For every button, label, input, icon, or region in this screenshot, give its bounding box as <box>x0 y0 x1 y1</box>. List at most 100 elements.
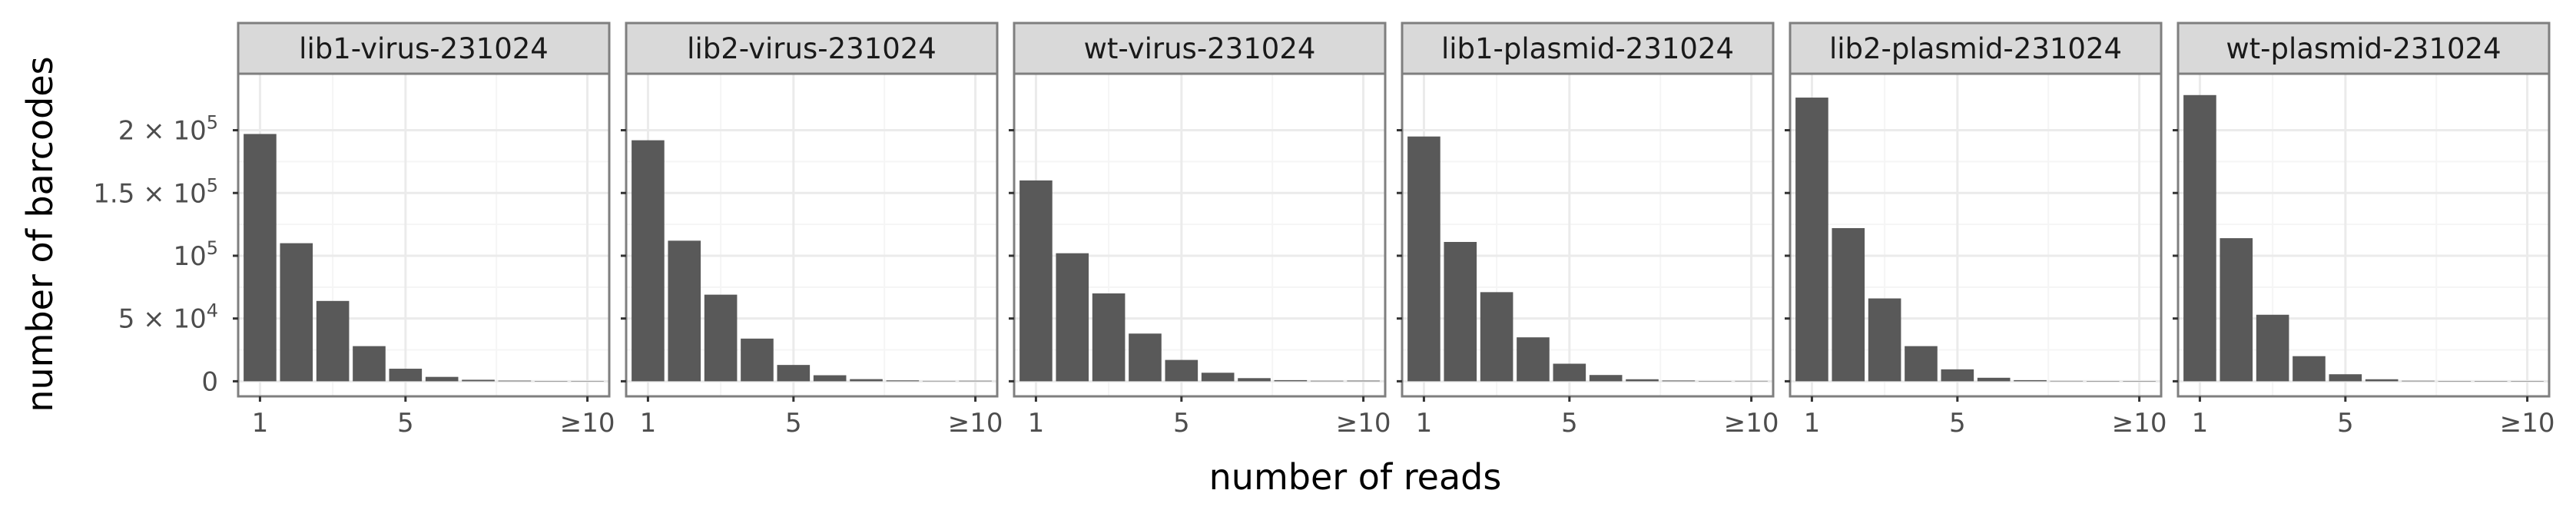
bar <box>2438 381 2472 382</box>
bar <box>1274 379 1308 382</box>
bar <box>1165 359 1198 382</box>
y-tick-label: 105 <box>173 237 218 272</box>
y-tick-label-base: 5 × 10 <box>118 304 207 335</box>
facet-strip <box>1013 22 1387 75</box>
bar <box>1977 377 2011 382</box>
facet-panel: wt-plasmid-231024 1 5 ≥10 <box>2173 22 2555 439</box>
facet-strip <box>1789 22 2163 75</box>
bar <box>813 375 847 382</box>
bar <box>2256 314 2289 382</box>
bar <box>777 365 811 382</box>
facet-strip-label: wt-virus-231024 <box>1084 32 1316 65</box>
bar <box>1444 241 1477 382</box>
bar <box>2293 356 2326 382</box>
bar <box>2511 381 2544 382</box>
bar <box>1795 98 1828 382</box>
facet-panel: wt-virus-231024 1 5 ≥10 <box>1009 22 1391 439</box>
x-tick-label: 5 <box>2337 408 2354 439</box>
bar <box>1941 369 1974 382</box>
bar <box>1868 298 1901 382</box>
bar <box>704 294 738 382</box>
bar <box>1662 380 1696 382</box>
bar <box>1129 333 1162 382</box>
bar <box>1832 228 1865 382</box>
bar <box>1407 136 1441 382</box>
x-axis-title: number of reads <box>1209 456 1502 498</box>
facet-strip <box>1401 22 1775 75</box>
bar <box>1553 363 1586 382</box>
bar <box>1092 293 1126 382</box>
y-tick-label-base: 1.5 × 10 <box>93 178 206 209</box>
bar <box>2402 380 2435 382</box>
x-tick-label: 1 <box>252 408 269 439</box>
bar <box>2014 379 2047 382</box>
bar <box>1347 380 1380 382</box>
bar <box>498 380 532 382</box>
bar <box>462 379 495 382</box>
x-tick-label: 5 <box>1173 408 1190 439</box>
facet-strip-label: lib2-virus-231024 <box>687 32 937 65</box>
bar <box>2123 381 2156 382</box>
facet-strip <box>237 22 611 75</box>
facet-panel: lib2-plasmid-231024 1 5 ≥10 <box>1785 22 2167 439</box>
bar <box>1589 375 1623 382</box>
y-tick-label-exponent: 5 <box>207 112 218 134</box>
y-tick-label-base: 2 × 10 <box>118 116 207 147</box>
y-tick-label: 1.5 × 105 <box>93 174 218 209</box>
x-tick-label: ≥10 <box>1724 408 1779 439</box>
bar <box>1698 380 1732 382</box>
bar <box>1480 292 1513 382</box>
bar <box>280 243 313 382</box>
facet-panel: lib2-virus-231024 1 5 ≥10 <box>621 22 1003 439</box>
x-tick-label: 5 <box>785 408 802 439</box>
facet-strip-label: wt-plasmid-231024 <box>2226 32 2501 65</box>
x-tick-label: 1 <box>1804 408 1821 439</box>
bar <box>1019 180 1053 382</box>
bar <box>571 380 604 382</box>
x-tick-label: 1 <box>1416 408 1433 439</box>
x-tick-label: 1 <box>1028 408 1045 439</box>
x-tick-label: 5 <box>397 408 414 439</box>
y-tick-label-base: 0 <box>201 366 218 397</box>
x-tick-label: ≥10 <box>2500 408 2555 439</box>
y-tick-label-base: 10 <box>173 241 206 272</box>
bar <box>2220 238 2253 382</box>
bar <box>2329 374 2362 382</box>
bar <box>389 369 423 382</box>
bar <box>2050 380 2084 382</box>
facet-strip <box>625 22 999 75</box>
bar <box>632 140 665 382</box>
facet-strip-label: lib1-virus-231024 <box>299 32 549 65</box>
x-tick-label: ≥10 <box>1336 408 1391 439</box>
bar <box>1310 380 1344 382</box>
bar <box>2474 381 2508 382</box>
bar <box>850 379 883 382</box>
x-tick-label: 1 <box>2192 408 2209 439</box>
y-tick-label-exponent: 5 <box>207 237 218 259</box>
bar <box>1238 378 1271 382</box>
facet-strip-label: lib2-plasmid-231024 <box>1829 32 2122 65</box>
bar <box>1905 346 1938 382</box>
x-tick-label: ≥10 <box>560 408 615 439</box>
x-tick-label: 5 <box>1561 408 1578 439</box>
bar <box>534 381 568 382</box>
bar <box>1735 380 1768 382</box>
x-tick-label: 5 <box>1949 408 1966 439</box>
bar <box>244 134 277 382</box>
facet-strip <box>2177 22 2551 75</box>
y-axis-title: number of barcodes <box>19 56 61 412</box>
bar <box>2183 94 2216 382</box>
bar <box>1517 337 1550 382</box>
bar <box>353 346 386 382</box>
bar <box>922 380 956 382</box>
x-tick-label: ≥10 <box>948 408 1003 439</box>
y-tick-label: 0 <box>201 366 218 397</box>
bar <box>959 380 992 382</box>
y-tick-label-exponent: 4 <box>207 300 218 322</box>
bar <box>886 380 920 382</box>
bar <box>425 376 459 382</box>
facet-panel: lib1-plasmid-231024 1 5 ≥10 <box>1397 22 1779 439</box>
